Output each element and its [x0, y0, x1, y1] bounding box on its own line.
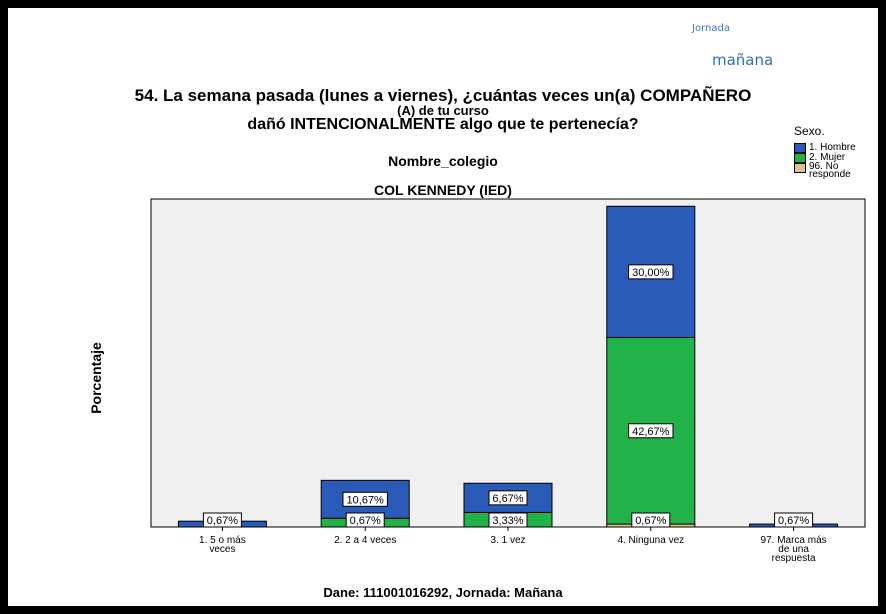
data-label: 0,67%	[350, 515, 381, 527]
x-tick-label: respuesta	[772, 553, 816, 564]
x-tick-label: 4. Ninguna vez	[617, 535, 684, 546]
plot-area	[150, 198, 866, 528]
footer-caption: Dane: 111001016292, Jornada: Mañana	[323, 585, 563, 600]
legend-item: 1. Hombre	[794, 143, 856, 153]
chart-title-line-1: 54. La semana pasada (lunes a viernes), …	[134, 86, 752, 105]
legend-swatch	[794, 163, 806, 173]
jornada-value: mañana	[712, 51, 774, 69]
legend-label: 1. Hombre	[809, 142, 856, 153]
x-tick-label: 3. 1 vez	[490, 535, 525, 546]
legend-label: 2. Mujer	[809, 152, 846, 163]
panel-label: Nombre_colegio	[388, 153, 498, 169]
data-label-box	[342, 491, 388, 507]
legend-item: 2. Mujer	[794, 153, 845, 163]
data-label-box	[628, 423, 674, 439]
data-label: 10,67%	[347, 494, 385, 506]
data-label: 30,00%	[632, 267, 670, 279]
legend-swatch	[794, 143, 806, 153]
school-name: COL KENNEDY (IED)	[374, 182, 512, 198]
data-label: 42,67%	[632, 426, 670, 438]
x-tick-label: 97. Marca más	[761, 535, 827, 546]
legend-item: 96. No responde	[794, 161, 851, 180]
legend-title: Sexo.	[794, 124, 825, 138]
chart-title-line-2: (A) de tu curso	[397, 103, 489, 118]
data-label-box	[628, 264, 674, 280]
x-tick-label: 2. 2 a 4 veces	[334, 535, 396, 546]
jornada-label: Jornada	[692, 23, 730, 34]
x-tick-label: 1. 5 o más	[199, 535, 246, 546]
data-label: 0,67%	[635, 515, 666, 527]
x-tick-label: de una	[778, 544, 809, 555]
chart-frame: Jornada mañana 54. La semana pasada (lun…	[8, 8, 878, 606]
chart-title-line-3: dañó INTENCIONALMENTE algo que te perten…	[247, 116, 639, 133]
data-label: 6,67%	[492, 493, 523, 505]
data-label: 0,67%	[778, 515, 809, 527]
data-label-box	[488, 490, 528, 506]
data-label: 0,67%	[207, 515, 238, 527]
legend-label: 96. No responde	[809, 161, 851, 180]
data-label: 3,33%	[492, 515, 523, 527]
x-tick-label: veces	[209, 544, 235, 555]
legend-swatch	[794, 153, 806, 163]
